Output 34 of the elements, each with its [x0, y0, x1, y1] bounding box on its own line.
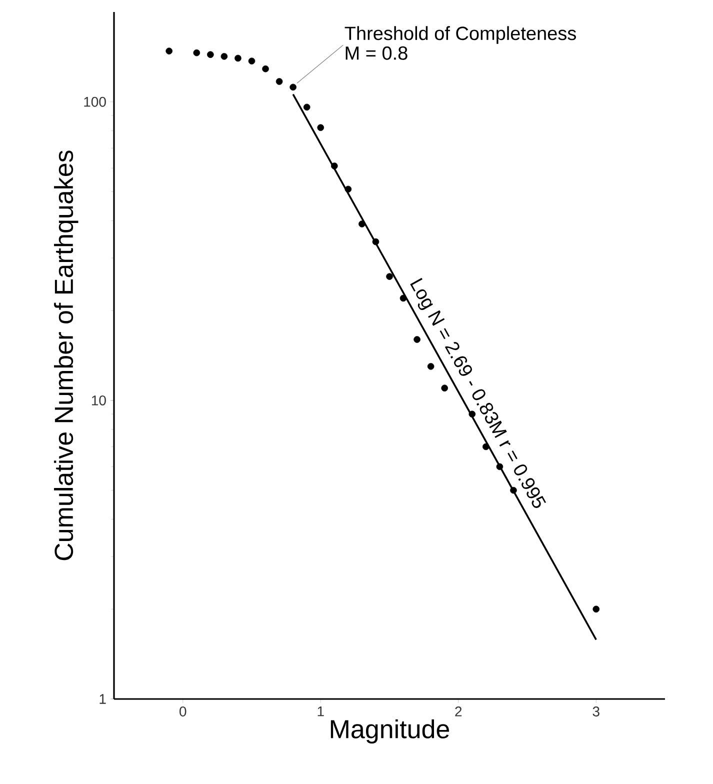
y-tick-label: 10 [92, 395, 106, 406]
point [193, 49, 200, 56]
point [276, 78, 283, 85]
point [427, 363, 434, 370]
point [441, 384, 448, 392]
point [220, 52, 228, 60]
point [414, 336, 420, 343]
point [372, 238, 380, 246]
y-axis-title: Cumulative Number of Earthquakes [54, 150, 78, 560]
point [344, 186, 352, 193]
point [317, 124, 324, 131]
y-tick-label: 1 [100, 694, 106, 704]
point [248, 58, 256, 64]
x-tick-label: 2 [455, 706, 462, 716]
point [331, 162, 338, 170]
point [400, 294, 407, 302]
point [207, 51, 214, 58]
x-tick-label: 3 [592, 706, 600, 716]
point [290, 84, 296, 91]
point [358, 220, 366, 228]
point [482, 443, 490, 450]
point [303, 104, 310, 111]
point [262, 65, 269, 72]
point [496, 463, 504, 470]
x-tick-label: 0 [180, 706, 186, 716]
point [592, 606, 600, 613]
annotation: M = 0.8 [346, 46, 408, 60]
x-tick-label: 1 [318, 706, 324, 716]
point [234, 54, 242, 62]
point [166, 48, 172, 54]
x-axis-title: Magnitude [330, 719, 450, 744]
annotation: Threshold of Completeness [344, 26, 576, 44]
point [386, 273, 393, 280]
y-tick-label: 100 [84, 96, 106, 107]
